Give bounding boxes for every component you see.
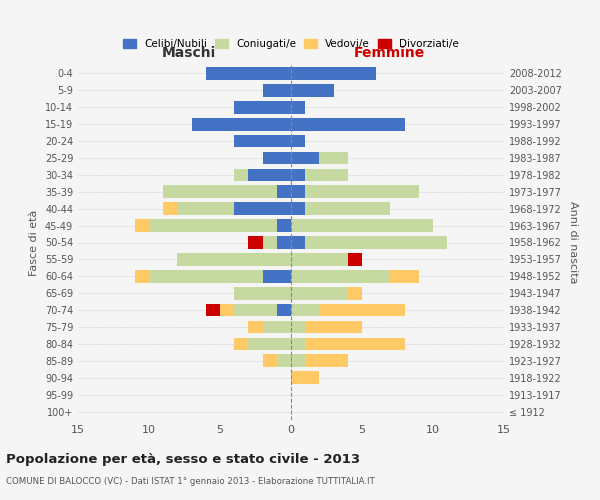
Bar bbox=[234, 338, 248, 350]
Bar bbox=[348, 287, 362, 300]
Bar bbox=[291, 354, 305, 367]
Bar bbox=[319, 304, 404, 316]
Bar bbox=[305, 236, 447, 249]
Bar bbox=[206, 304, 220, 316]
Bar bbox=[277, 304, 291, 316]
Bar bbox=[263, 354, 277, 367]
Bar bbox=[305, 186, 419, 198]
Bar bbox=[135, 220, 149, 232]
Bar bbox=[206, 67, 291, 80]
Bar bbox=[277, 236, 291, 249]
Bar bbox=[291, 168, 305, 181]
Legend: Celibi/Nubili, Coniugati/e, Vedovi/e, Divorziati/e: Celibi/Nubili, Coniugati/e, Vedovi/e, Di… bbox=[119, 34, 463, 54]
Bar bbox=[291, 202, 305, 215]
Bar bbox=[291, 118, 404, 130]
Bar bbox=[248, 320, 263, 334]
Bar bbox=[291, 84, 334, 96]
Bar bbox=[248, 338, 291, 350]
Bar bbox=[305, 168, 348, 181]
Bar bbox=[178, 253, 291, 266]
Bar bbox=[391, 270, 419, 282]
Bar bbox=[263, 236, 277, 249]
Y-axis label: Fasce di età: Fasce di età bbox=[29, 210, 39, 276]
Bar bbox=[291, 338, 305, 350]
Bar bbox=[149, 270, 263, 282]
Bar bbox=[234, 168, 248, 181]
Bar bbox=[178, 202, 234, 215]
Bar bbox=[291, 152, 319, 164]
Bar bbox=[191, 118, 291, 130]
Bar bbox=[305, 320, 362, 334]
Bar bbox=[291, 101, 305, 114]
Bar bbox=[319, 152, 348, 164]
Bar bbox=[291, 253, 348, 266]
Bar bbox=[291, 186, 305, 198]
Bar bbox=[234, 134, 291, 147]
Y-axis label: Anni di nascita: Anni di nascita bbox=[568, 201, 578, 284]
Bar bbox=[291, 372, 319, 384]
Bar bbox=[263, 270, 291, 282]
Bar bbox=[305, 354, 348, 367]
Bar bbox=[277, 186, 291, 198]
Bar bbox=[291, 134, 305, 147]
Bar bbox=[234, 287, 291, 300]
Bar bbox=[291, 220, 433, 232]
Bar bbox=[234, 202, 291, 215]
Bar bbox=[263, 320, 291, 334]
Bar bbox=[248, 236, 263, 249]
Text: Femmine: Femmine bbox=[353, 46, 425, 60]
Bar bbox=[291, 304, 319, 316]
Bar bbox=[163, 186, 277, 198]
Bar bbox=[291, 270, 391, 282]
Bar bbox=[305, 202, 391, 215]
Text: Popolazione per età, sesso e stato civile - 2013: Popolazione per età, sesso e stato civil… bbox=[6, 452, 360, 466]
Bar bbox=[220, 304, 234, 316]
Text: Maschi: Maschi bbox=[161, 46, 216, 60]
Bar bbox=[263, 84, 291, 96]
Bar bbox=[277, 354, 291, 367]
Bar bbox=[291, 287, 348, 300]
Bar bbox=[305, 338, 404, 350]
Bar bbox=[291, 320, 305, 334]
Bar bbox=[277, 220, 291, 232]
Text: COMUNE DI BALOCCO (VC) - Dati ISTAT 1° gennaio 2013 - Elaborazione TUTTITALIA.IT: COMUNE DI BALOCCO (VC) - Dati ISTAT 1° g… bbox=[6, 478, 375, 486]
Bar bbox=[163, 202, 178, 215]
Bar bbox=[348, 253, 362, 266]
Bar bbox=[234, 304, 277, 316]
Bar bbox=[149, 220, 277, 232]
Bar bbox=[234, 101, 291, 114]
Bar bbox=[291, 67, 376, 80]
Bar bbox=[248, 168, 291, 181]
Bar bbox=[135, 270, 149, 282]
Bar bbox=[291, 236, 305, 249]
Bar bbox=[263, 152, 291, 164]
